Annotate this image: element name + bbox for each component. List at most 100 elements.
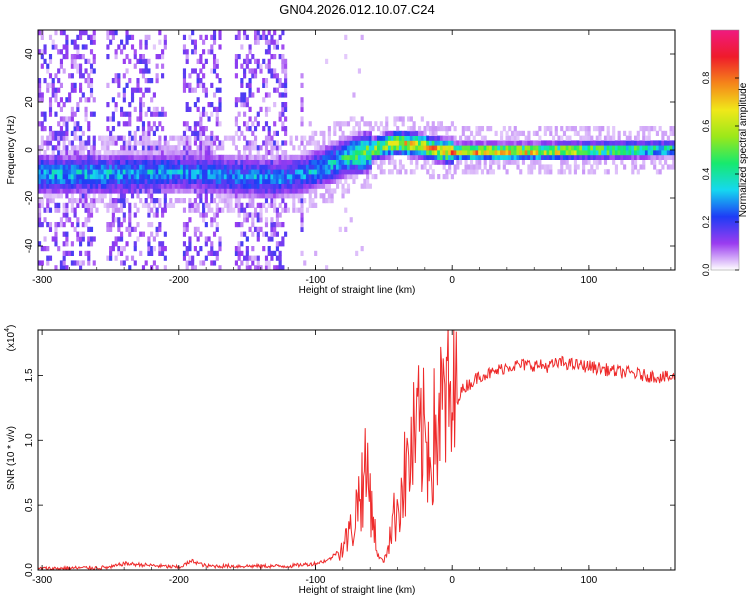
spectrogram-cell — [38, 30, 42, 36]
spectrogram-cell — [259, 164, 263, 170]
spectrogram-cell — [57, 49, 61, 55]
spectrogram-cell — [355, 150, 359, 156]
spectrogram-cell — [409, 169, 413, 175]
spectrogram-cell — [251, 174, 255, 180]
spectrogram-cell — [273, 154, 277, 160]
spectrogram-cell — [631, 164, 635, 170]
spectrogram-cell — [133, 87, 137, 93]
spectrogram-cell — [128, 78, 132, 84]
spectrogram-cell — [437, 121, 441, 127]
spectrogram-cell — [407, 140, 411, 146]
spectrogram-cell — [510, 159, 515, 165]
spectrogram-cell — [281, 58, 285, 64]
spectrogram-cell — [73, 178, 77, 184]
spectrogram-cell — [549, 169, 553, 175]
spectrogram-cell — [210, 260, 214, 266]
spectrogram-cell — [133, 174, 137, 180]
spectrogram-cell — [357, 159, 362, 165]
spectrogram-cell — [253, 30, 258, 36]
spectrogram-cell — [565, 135, 569, 141]
spectrogram-cell — [125, 255, 129, 261]
spectrogram-cell — [106, 178, 110, 184]
spectrogram-cell — [442, 154, 446, 160]
spectrogram-cell — [510, 150, 515, 156]
spectrogram-cell — [144, 78, 148, 84]
spectrogram-cell — [592, 140, 597, 146]
spectrogram-cell — [248, 58, 252, 64]
spectrogram-cell — [68, 140, 72, 146]
spectrogram-cell — [595, 164, 599, 170]
spectrogram-cell — [508, 159, 512, 165]
spectrogram-cell — [335, 169, 340, 175]
spectrogram-cell — [199, 135, 203, 141]
spectrogram-cell — [48, 111, 53, 117]
spectrogram-cell — [565, 159, 569, 165]
spectrogram-cell — [120, 159, 124, 165]
spectrogram-cell — [278, 250, 282, 256]
spectrogram-cell — [469, 150, 474, 156]
spectrogram-cell — [169, 178, 173, 184]
spectrogram-cell — [483, 159, 487, 165]
spectrogram-cell — [352, 154, 356, 160]
spectrogram-cell — [171, 150, 176, 156]
spectrogram-cell — [100, 135, 105, 141]
spectrogram-cell — [371, 150, 375, 156]
spectrogram-cell — [363, 159, 367, 165]
spectrogram-cell — [335, 145, 340, 151]
spectrogram-cell — [303, 260, 307, 266]
spectrogram-cell — [114, 159, 118, 165]
spectrogram-cell — [300, 202, 304, 208]
spectrogram-cell — [338, 145, 342, 151]
spectrogram-cell — [84, 106, 88, 112]
spectrogram-cell — [188, 188, 192, 194]
spectrogram-cell — [111, 140, 115, 146]
spectrogram-cell — [486, 154, 490, 160]
spectrogram-cell — [139, 111, 143, 117]
spectrogram-cell — [193, 174, 197, 180]
spectrogram-cell — [122, 164, 126, 170]
spectrogram-cell — [57, 159, 61, 165]
spectrogram-cell — [374, 121, 378, 127]
spectrogram-cell — [130, 150, 135, 156]
spectrogram-cell — [267, 265, 271, 270]
spectrogram-cell — [84, 68, 88, 74]
spectrogram-cell — [234, 188, 238, 194]
spectrogram-cell — [620, 154, 624, 160]
spectrogram-cell — [152, 174, 156, 180]
spectrogram-cell — [171, 159, 176, 165]
spectrogram-cell — [188, 202, 192, 208]
spectrogram-cell — [292, 188, 296, 194]
spectrogram-cell — [407, 145, 411, 151]
spectrogram-cell — [573, 126, 577, 132]
spectrogram-cell — [43, 58, 47, 64]
spectrogram-cell — [87, 183, 91, 189]
spectrogram-cell — [218, 145, 222, 151]
spectrogram-cell — [59, 178, 64, 184]
spectrogram-cell — [237, 188, 241, 194]
spectrogram-cell — [240, 44, 244, 50]
spectrogram-cell — [70, 130, 74, 136]
spectrogram-cell — [117, 222, 121, 228]
spectrogram-cell — [273, 39, 277, 45]
spectrogram-cell — [491, 145, 495, 151]
spectrogram-cell — [87, 58, 91, 64]
spectrogram-cell — [270, 140, 274, 146]
spectrogram-cell — [38, 217, 42, 223]
spectrogram-cell — [193, 130, 197, 136]
spectrogram-cell — [355, 169, 359, 175]
spectrogram-cell — [590, 135, 594, 141]
spectrogram-cell — [48, 193, 53, 199]
spectrogram-cell — [617, 135, 621, 141]
spectrogram-cell — [128, 111, 132, 117]
spectrogram-cell — [497, 145, 501, 151]
spectrogram-cell — [349, 164, 353, 170]
spectrogram-cell — [541, 150, 545, 156]
spectrogram-cell — [281, 150, 285, 156]
spectrogram-cell — [614, 169, 618, 175]
spectrogram-cell — [505, 159, 509, 165]
spectrogram-cell — [264, 169, 269, 175]
spectrogram-cell — [281, 102, 285, 108]
spectrogram-cell — [459, 159, 463, 165]
spectrogram-cell — [89, 241, 94, 247]
spectrogram-cell — [297, 169, 301, 175]
